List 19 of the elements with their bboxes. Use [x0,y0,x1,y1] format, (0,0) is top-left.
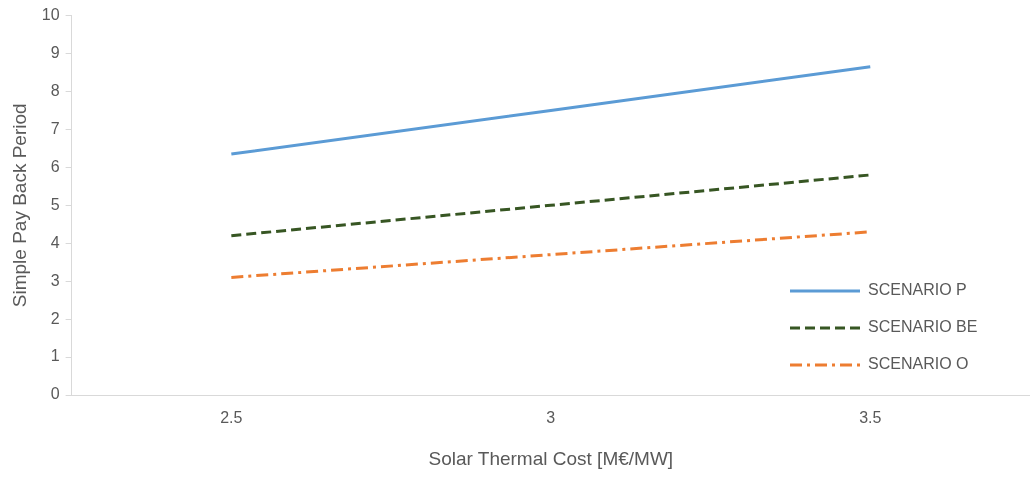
x-tick-label: 3.5 [859,409,882,427]
y-tick-label: 5 [50,195,60,213]
x-axis-title: Solar Thermal Cost [M€/MW] [428,447,674,469]
legend-label: SCENARIO O [868,355,969,373]
y-tick-label: 4 [50,233,60,251]
y-tick-label: 2 [50,309,60,327]
y-tick-label: 3 [50,271,60,289]
legend-label: SCENARIO BE [868,318,978,336]
y-tick-label: 7 [50,119,60,137]
x-tick-label: 3 [546,409,556,427]
y-tick-label: 1 [50,347,60,365]
legend-label: SCENARIO P [868,281,967,299]
y-tick-label: 10 [41,6,60,24]
x-tick-label: 2.5 [220,409,243,427]
y-tick-label: 0 [50,385,60,403]
y-axis-title: Simple Pay Back Period [8,103,30,308]
y-tick-label: 8 [50,81,60,99]
y-tick-label: 9 [50,43,60,61]
y-tick-label: 6 [50,157,60,175]
